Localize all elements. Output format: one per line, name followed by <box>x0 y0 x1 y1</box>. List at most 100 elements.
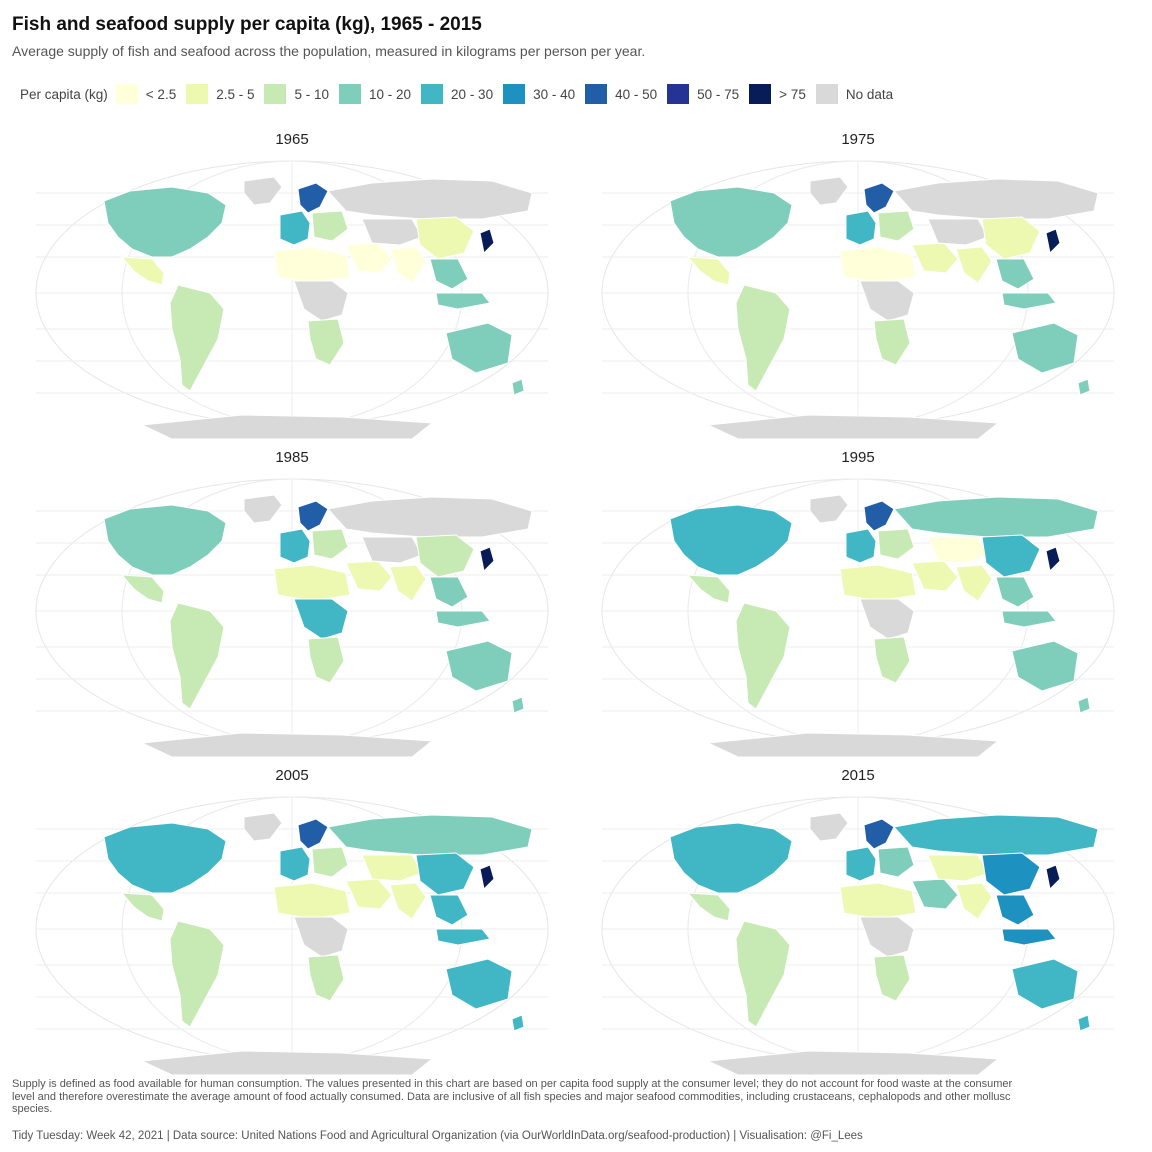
region-indonesia <box>1001 928 1057 946</box>
region-china <box>415 534 475 578</box>
region-central-asia <box>927 536 989 564</box>
legend-item: 40 - 50 <box>585 84 657 104</box>
region-russia <box>893 178 1099 220</box>
region-central-africa <box>293 280 349 322</box>
region-australia <box>445 322 513 374</box>
region-indonesia <box>1001 610 1057 628</box>
region-south-america <box>735 284 791 392</box>
region-middle-east <box>911 242 959 274</box>
legend-item: 20 - 30 <box>421 84 493 104</box>
region-antarctica <box>140 1050 434 1076</box>
region-central-africa <box>293 598 349 640</box>
region-southeast-asia <box>429 576 469 608</box>
map-panel-1965: 1965 <box>12 131 572 441</box>
region-south-america <box>169 602 225 710</box>
region-central-america <box>686 892 731 922</box>
region-central-africa <box>859 598 915 640</box>
legend-swatch <box>115 84 138 104</box>
footnote: Supply is defined as food available for … <box>12 1078 1013 1115</box>
region-eastern-europe <box>877 846 915 878</box>
panel-title: 1965 <box>275 131 309 148</box>
region-southern-africa <box>307 318 345 366</box>
region-south-america <box>169 920 225 1028</box>
region-antarctica <box>706 414 1000 440</box>
world-map <box>601 478 1115 758</box>
legend-swatch <box>503 84 526 104</box>
chart-subtitle: Average supply of fish and seafood acros… <box>12 43 646 59</box>
region-south-asia <box>955 246 993 284</box>
region-north-america <box>669 822 793 894</box>
region-north-africa <box>839 882 917 920</box>
region-south-asia <box>955 564 993 602</box>
world-map <box>601 796 1115 1076</box>
region-central-asia <box>927 218 989 246</box>
region-south-asia <box>955 882 993 920</box>
region-central-africa <box>859 916 915 958</box>
region-southeast-asia <box>995 576 1035 608</box>
map-panel-2015: 2015 <box>578 767 1138 1077</box>
region-south-america <box>735 602 791 710</box>
world-map <box>35 160 549 440</box>
region-australia <box>1011 322 1079 374</box>
region-japan <box>1045 546 1061 573</box>
region-nordic <box>863 182 895 214</box>
region-north-america <box>103 504 227 576</box>
region-western-europe <box>279 846 311 882</box>
region-southeast-asia <box>429 258 469 290</box>
legend-title: Per capita (kg) <box>20 86 108 102</box>
world-map <box>601 160 1115 440</box>
region-russia <box>327 496 533 538</box>
region-antarctica <box>140 414 434 440</box>
region-central-america <box>120 574 165 604</box>
region-central-america <box>120 256 165 286</box>
region-western-europe <box>279 210 311 246</box>
panel-title: 2005 <box>275 767 309 784</box>
region-south-asia <box>389 246 427 284</box>
region-indonesia <box>435 292 491 310</box>
legend-item: 30 - 40 <box>503 84 575 104</box>
region-australia <box>1011 640 1079 692</box>
panel-title: 1995 <box>841 449 875 466</box>
region-china <box>981 216 1041 260</box>
map-panel-2005: 2005 <box>12 767 572 1077</box>
region-china <box>415 852 475 896</box>
panel-title: 1985 <box>275 449 309 466</box>
legend-swatch <box>667 84 690 104</box>
legend-label: 30 - 40 <box>533 86 576 102</box>
region-new-zealand <box>511 378 525 396</box>
caption: Tidy Tuesday: Week 42, 2021 | Data sourc… <box>12 1130 863 1142</box>
region-central-america <box>686 256 731 286</box>
region-australia <box>445 640 513 692</box>
region-north-africa <box>273 564 351 602</box>
region-north-america <box>103 822 227 894</box>
region-western-europe <box>845 528 877 564</box>
region-north-america <box>669 504 793 576</box>
legend-label: 2.5 - 5 <box>216 86 255 102</box>
region-new-zealand <box>1077 1014 1091 1032</box>
region-central-asia <box>361 536 423 564</box>
region-japan <box>479 546 495 573</box>
region-russia <box>893 814 1099 856</box>
region-middle-east <box>345 878 393 910</box>
region-nordic <box>297 182 329 214</box>
legend-swatch <box>186 84 209 104</box>
region-western-europe <box>845 846 877 882</box>
region-north-africa <box>273 882 351 920</box>
region-japan <box>1045 228 1061 255</box>
region-south-asia <box>389 882 427 920</box>
legend-item: 5 - 10 <box>264 84 329 104</box>
region-central-asia <box>927 854 989 882</box>
region-north-america <box>103 186 227 258</box>
legend-item: > 75 <box>749 84 806 104</box>
region-greenland <box>243 494 283 524</box>
region-japan <box>479 228 495 255</box>
legend-swatch <box>585 84 608 104</box>
legend-swatch <box>339 84 362 104</box>
region-indonesia <box>435 928 491 946</box>
region-southern-africa <box>873 636 911 684</box>
region-southeast-asia <box>995 894 1035 926</box>
region-southeast-asia <box>995 258 1035 290</box>
region-australia <box>445 958 513 1010</box>
region-south-america <box>735 920 791 1028</box>
region-new-zealand <box>511 696 525 714</box>
